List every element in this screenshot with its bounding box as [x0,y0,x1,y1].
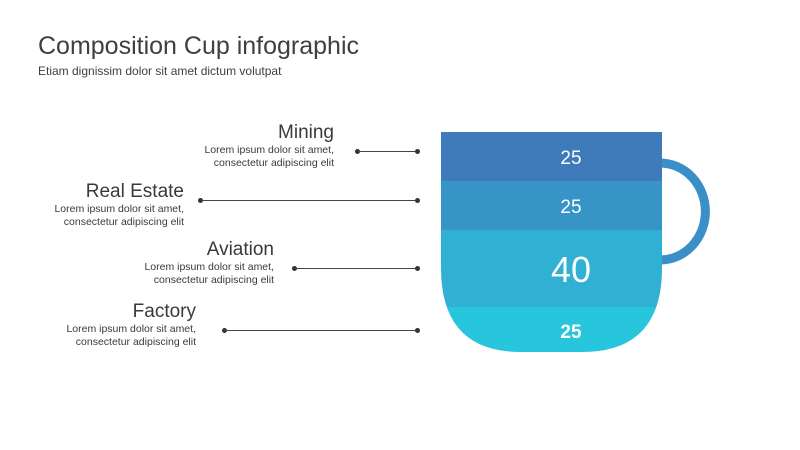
label-mining: Mining Lorem ipsum dolor sit amet, conse… [204,122,334,170]
segment-name: Factory [132,301,196,322]
segment-name: Mining [278,122,334,143]
label-real-estate: Real Estate Lorem ipsum dolor sit amet, … [54,181,184,229]
connector-line-real-estate [201,200,418,201]
segment-desc-line1: Lorem ipsum dolor sit amet, [54,203,184,215]
connector-dot-end [415,149,420,154]
segment-desc-line1: Lorem ipsum dolor sit amet, [66,323,196,335]
segment-desc-line2: consectetur adipiscing elit [153,274,274,286]
label-factory: Factory Lorem ipsum dolor sit amet, cons… [66,301,196,349]
connector-dot-start [222,328,227,333]
page-subtitle: Etiam dignissim dolor sit amet dictum vo… [38,64,282,78]
cup-segment-mining [441,132,662,181]
connector-line-aviation [295,268,418,269]
segment-desc-line2: consectetur adipiscing elit [63,216,184,228]
page-title: Composition Cup infographic [38,32,360,60]
cup-handle [659,158,710,265]
label-aviation: Aviation Lorem ipsum dolor sit amet, con… [144,239,274,287]
connector-dot-start [198,198,203,203]
segment-desc-line2: consectetur adipiscing elit [75,336,196,348]
segment-desc-line1: Lorem ipsum dolor sit amet, [204,144,334,156]
segment-name: Aviation [206,239,274,260]
connector-line-mining [358,151,418,152]
cup-segment-aviation [441,230,662,307]
connector-dot-end [415,266,420,271]
connector-dot-end [415,328,420,333]
segment-desc-line1: Lorem ipsum dolor sit amet, [144,261,274,273]
cup-segment-factory [441,307,662,352]
segment-value-factory: 25 [560,322,582,343]
connector-dot-start [292,266,297,271]
connector-line-factory [225,330,418,331]
segment-value-mining: 25 [560,148,581,169]
connector-dot-end [415,198,420,203]
segment-desc-line2: consectetur adipiscing elit [213,157,334,169]
segment-name: Real Estate [85,181,184,202]
cup-segment-real-estate [441,181,662,230]
segment-value-real-estate: 25 [560,197,581,218]
connector-dot-start [355,149,360,154]
segment-value-aviation: 40 [551,249,591,290]
